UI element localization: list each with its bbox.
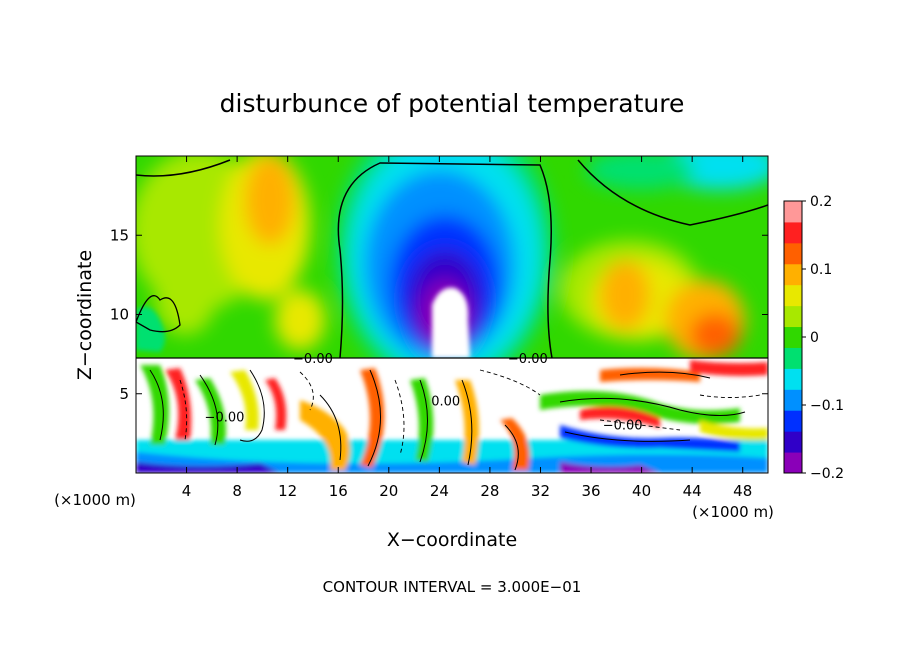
contour-label: 0.00 [431,395,460,410]
contour-label: −0.00 [603,418,643,433]
y-axis-label: Z−coordinate [74,250,96,380]
colorbar-tick-label: −0.1 [810,398,844,414]
x-axis-label: X−coordinate [387,529,517,551]
x-tick-label: 24 [430,482,449,500]
x-tick-label: 4 [182,482,192,500]
upper-field [136,156,768,358]
colorbar-swatch [784,305,802,328]
x-unit-right: (×1000 m) [692,503,774,521]
x-tick-label: 28 [480,482,499,500]
lower-field [136,358,768,473]
x-ticks: 4 8 12 16 20 24 28 32 36 40 44 48 [182,156,752,500]
colorbar-tick-label: 0.1 [810,262,832,278]
colorbar-swatch [784,242,802,265]
x-tick-label: 32 [531,482,550,500]
colorbar-swatch [784,347,802,369]
x-tick-label: 40 [632,482,651,500]
contour-label: −0.00 [293,352,333,367]
x-unit-left: (×1000 m) [54,491,136,509]
contour-label: −0.00 [205,411,245,426]
colorbar-tick-label: −0.2 [810,466,844,482]
colorbar-swatch [784,284,802,307]
contour-label: −0.00 [508,352,548,367]
x-tick-label: 12 [278,482,297,500]
chart-title: disturbunce of potential temperature [220,89,685,118]
x-tick-label: 16 [329,482,348,500]
x-tick-label: 36 [581,482,600,500]
colorbar-swatch [784,326,802,348]
y-tick-label: 10 [110,306,129,324]
y-tick-label: 5 [119,385,129,403]
x-tick-label: 44 [683,482,702,500]
x-tick-label: 20 [379,482,398,500]
y-ticks: 5 10 15 [110,226,768,403]
colorbar-swatch [784,263,802,286]
colorbar-swatch [784,431,802,453]
colorbar-swatch [784,201,802,223]
contour-labels: −0.00 −0.00 −0.00 −0.00 0.00 [205,352,643,434]
y-tick-label: 15 [110,226,129,244]
colorbar-tick-label: 0.2 [810,194,832,210]
x-tick-label: 48 [733,482,752,500]
colorbar-swatch [784,368,802,390]
colorbar-swatch [784,389,802,411]
colorbar-swatch [784,452,802,474]
colorbar: 0.2 0.1 0 −0.1 −0.2 [783,194,844,482]
x-tick-label: 8 [232,482,242,500]
contour-interval: CONTOUR INTERVAL = 3.000E−01 [323,578,582,596]
colorbar-swatch [784,410,802,432]
colorbar-swatch [784,221,802,244]
colorbar-tick-label: 0 [810,330,819,346]
